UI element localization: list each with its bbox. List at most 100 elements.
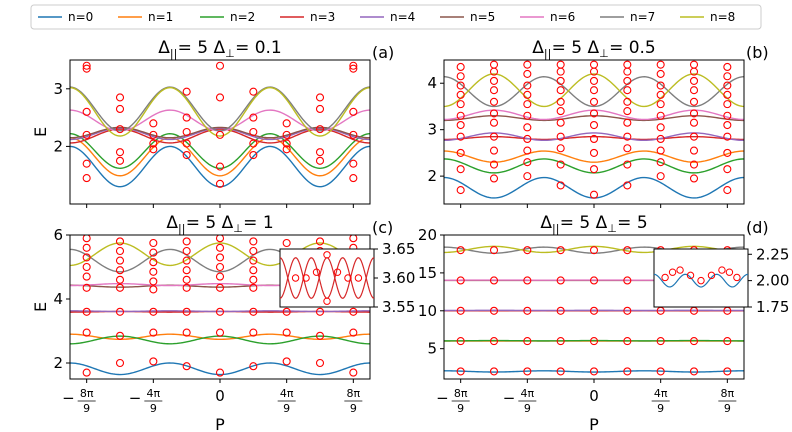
data-point — [282, 130, 291, 139]
data-point — [523, 60, 532, 69]
data-point — [723, 186, 732, 195]
data-point — [115, 331, 125, 340]
data-point — [115, 246, 125, 256]
data-point — [149, 357, 158, 366]
axes-frame — [69, 59, 371, 205]
data-point — [589, 134, 599, 144]
series-line-n=5 — [70, 126, 370, 139]
data-point — [489, 60, 499, 69]
legend-frame — [30, 4, 762, 30]
data-point — [589, 97, 599, 106]
title-part: = 5 Δ — [178, 38, 226, 58]
data-point — [82, 243, 91, 252]
inset-point — [291, 274, 300, 282]
title-part: ⊥ — [599, 47, 609, 60]
x-tick-num: 8π — [347, 387, 361, 400]
data-point — [315, 237, 325, 246]
data-point — [656, 123, 665, 132]
data-point — [723, 72, 732, 81]
data-point — [149, 258, 158, 267]
data-point — [523, 123, 532, 132]
data-point — [315, 148, 325, 157]
title-part: || — [544, 47, 551, 60]
x-tick-num: 4π — [147, 387, 161, 400]
data-point — [456, 186, 465, 195]
y-tick-label: 4 — [427, 74, 437, 92]
series-line-n=0 — [444, 176, 744, 199]
y-tick-label: 10 — [418, 302, 437, 320]
data-point — [82, 159, 91, 168]
data-point — [523, 90, 532, 99]
data-point — [115, 266, 125, 275]
panel-title: Δ|| = 5 Δ⊥ = 0.5 — [532, 38, 656, 60]
data-point — [556, 118, 565, 127]
data-point — [589, 109, 599, 118]
data-point — [489, 86, 499, 95]
x-tick-den: 9 — [524, 402, 531, 415]
inset-y-tick-label: 2.25 — [756, 245, 789, 263]
data-point — [523, 246, 532, 255]
inset-y-tick-label: 2.00 — [756, 272, 789, 290]
data-point — [623, 181, 632, 190]
inset-point — [323, 297, 331, 305]
panel-label: (d) — [746, 218, 769, 237]
inset-y-tick-label: 3.60 — [382, 269, 415, 287]
title-part: Δ — [166, 213, 178, 233]
data-point — [182, 113, 191, 122]
inset-point — [668, 268, 677, 276]
data-point — [523, 81, 532, 90]
panel-1: 2 3 4 Δ|| = 5 Δ⊥ = 0.5 (b) — [427, 38, 769, 208]
data-point — [215, 283, 225, 292]
data-point — [589, 276, 599, 285]
data-point — [723, 120, 732, 130]
data-point — [149, 119, 158, 128]
legend-label-n=8: n=8 — [710, 10, 735, 24]
data-point — [215, 179, 225, 188]
data-point — [589, 337, 599, 346]
title-part: = 5 Δ — [560, 213, 608, 233]
data-point — [349, 64, 358, 73]
data-point — [182, 362, 191, 371]
legend-label-n=6: n=6 — [550, 10, 575, 24]
data-point — [282, 139, 291, 148]
x-tick-label: 0 — [215, 387, 225, 405]
legend-label-n=0: n=0 — [68, 10, 93, 24]
title-part: = 1 — [243, 213, 273, 233]
inset-y-tick-label: 3.65 — [382, 240, 415, 258]
inset-line — [653, 273, 749, 288]
data-point — [523, 276, 532, 285]
data-point — [623, 132, 632, 141]
data-point — [489, 337, 499, 346]
data-point — [623, 118, 632, 127]
data-point — [349, 159, 358, 168]
data-point — [215, 262, 225, 272]
y-tick-label: 6 — [53, 226, 63, 244]
data-point — [249, 275, 258, 284]
legend-label-n=1: n=1 — [148, 10, 173, 24]
title-part: = 0.1 — [235, 38, 282, 58]
x-tick-num: 4π — [654, 387, 668, 400]
data-point — [589, 190, 599, 199]
inset-point — [323, 251, 331, 259]
data-point — [149, 248, 158, 257]
data-point — [315, 104, 325, 114]
inset-point — [676, 266, 684, 274]
inset-y-tick-label: 3.55 — [382, 298, 415, 316]
data-point — [249, 283, 258, 292]
x-tick-den: 9 — [150, 402, 157, 415]
title-part: Δ — [540, 213, 552, 233]
data-point — [115, 307, 125, 316]
panel-0: 2 3 Δ|| = 5 Δ⊥ = 0.1 (a) — [53, 38, 394, 208]
inset-point — [661, 273, 669, 282]
panel-title: Δ|| = 5 Δ⊥ = 5 — [540, 213, 647, 235]
inset-point — [312, 268, 321, 276]
data-point — [556, 67, 565, 76]
data-point — [349, 174, 358, 183]
data-point — [182, 87, 191, 96]
data-point — [689, 174, 699, 183]
data-point — [215, 162, 225, 171]
title-part: = 5 Δ — [186, 213, 234, 233]
series-line-n=8 — [444, 73, 744, 108]
